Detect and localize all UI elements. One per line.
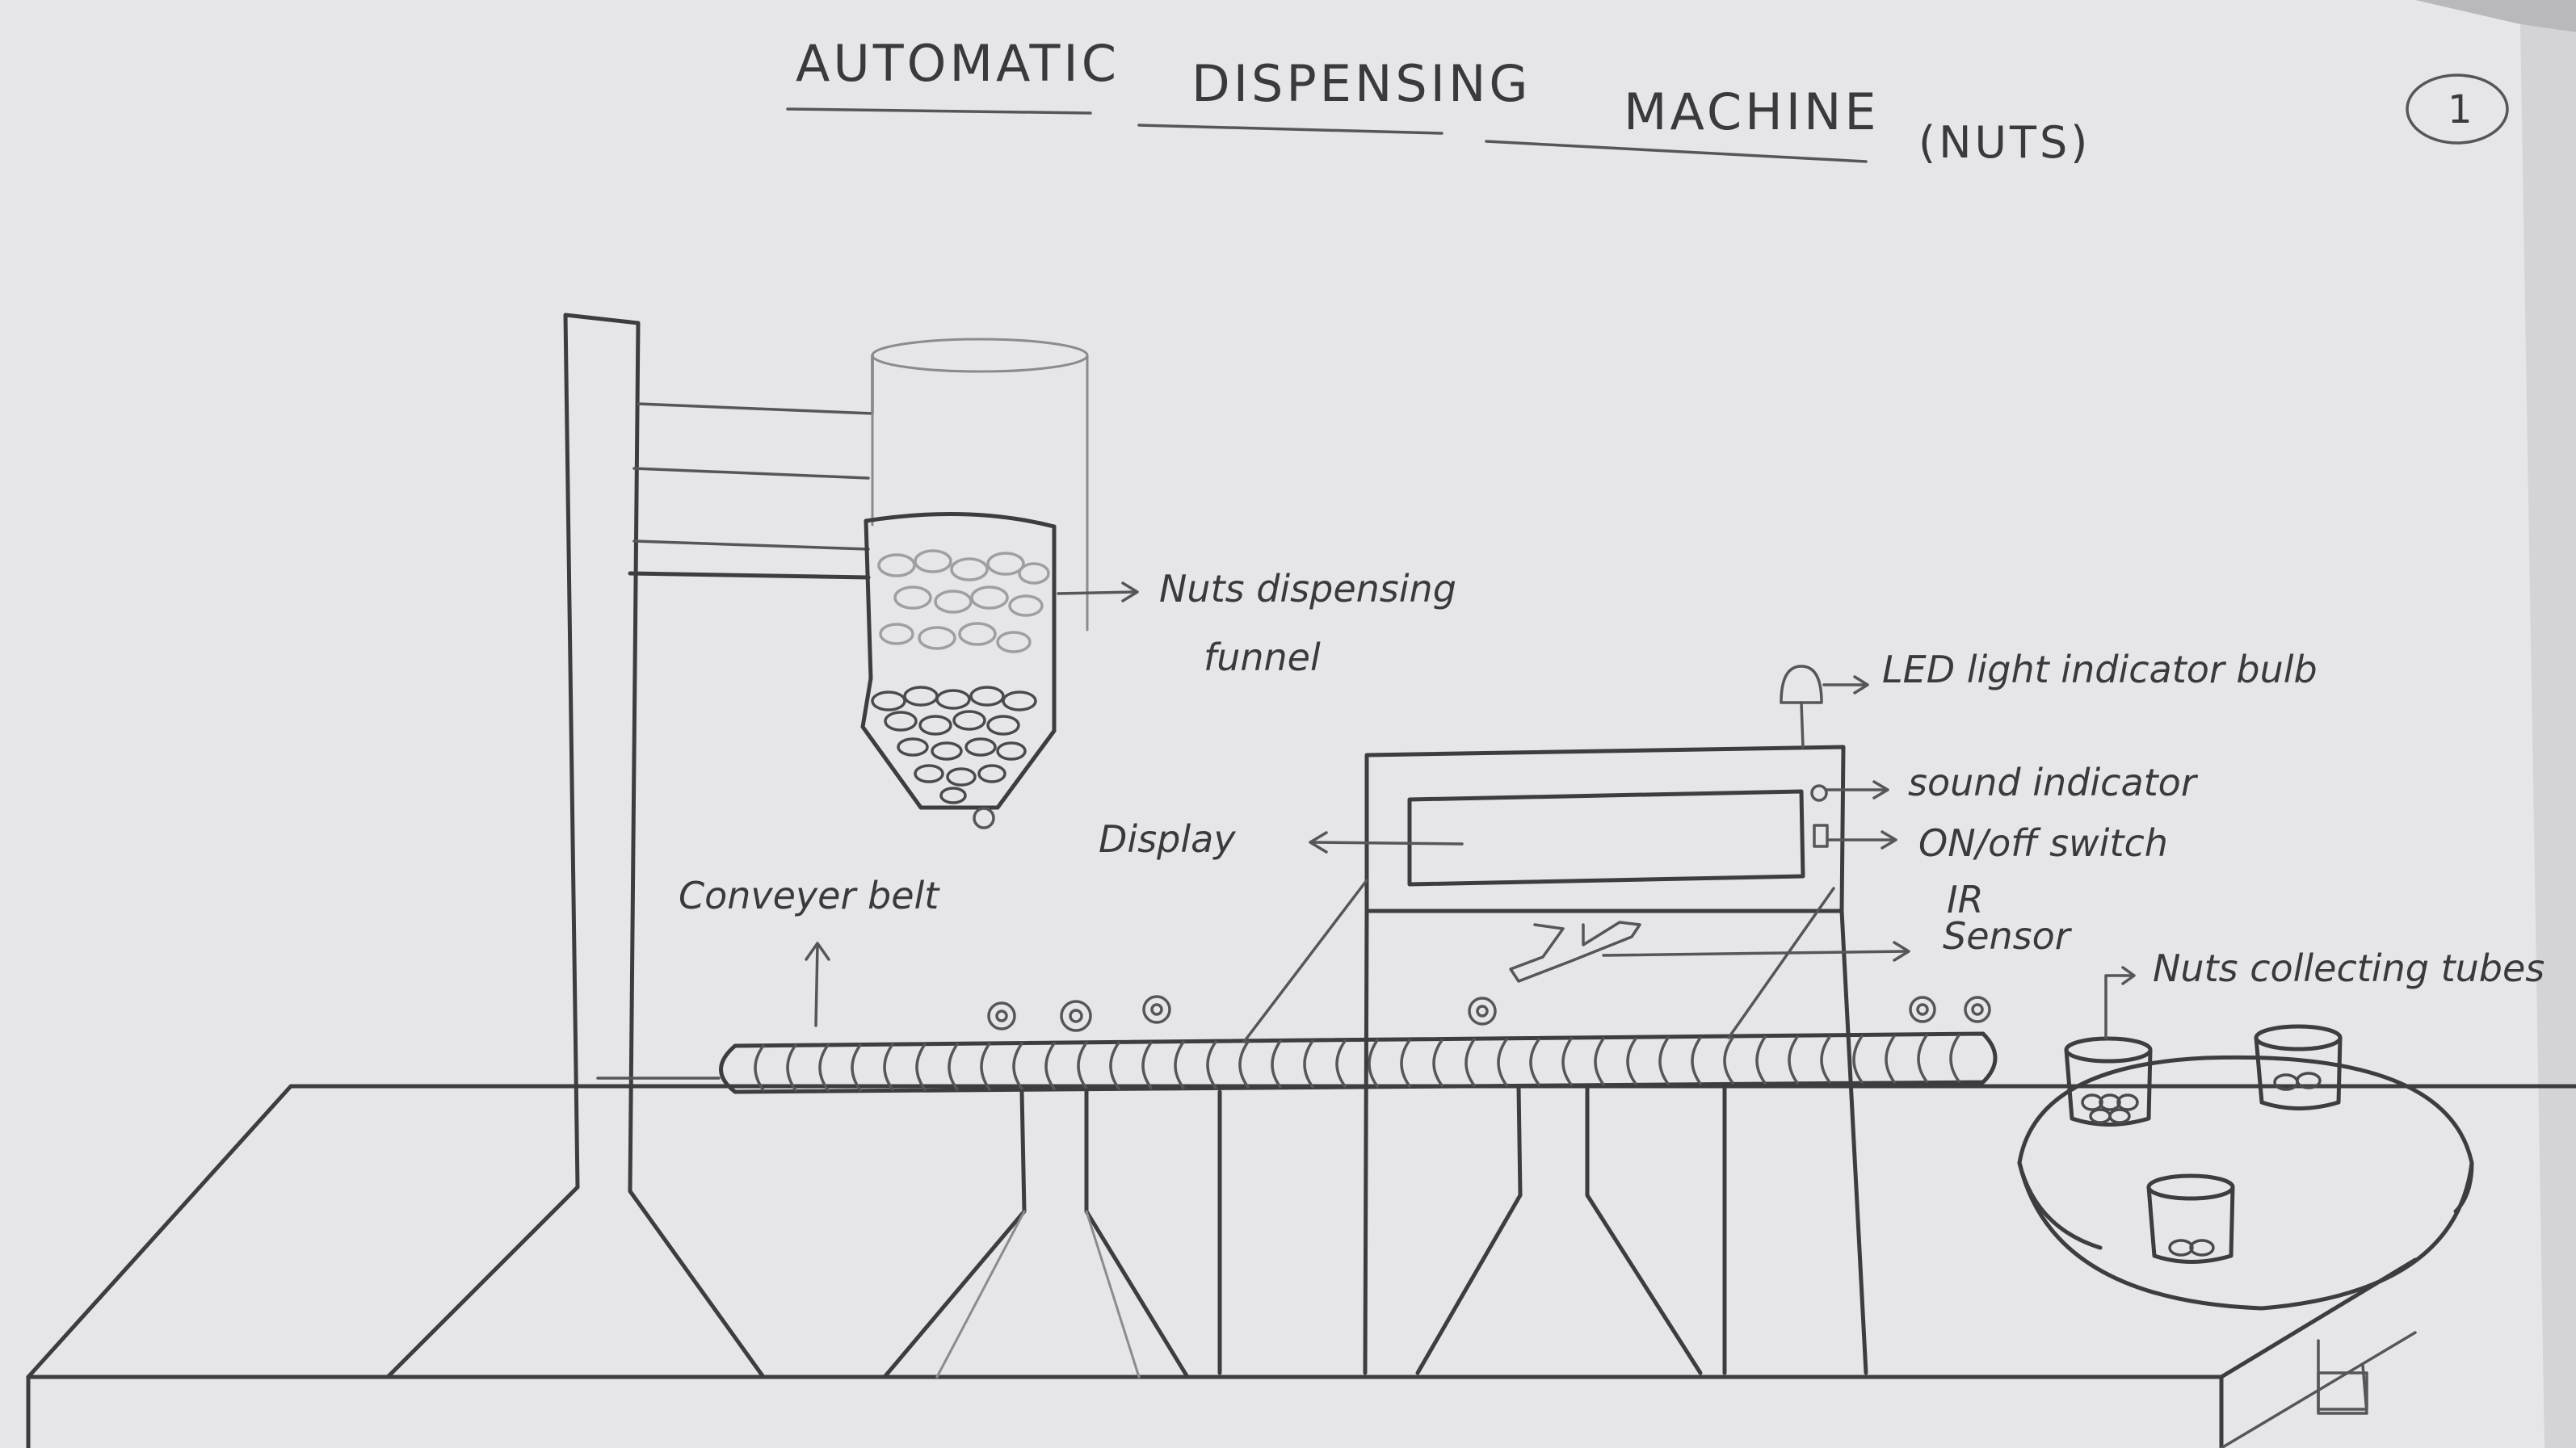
stand-foot-right [628, 1189, 766, 1379]
box-leg-left [1363, 909, 1369, 1375]
sound-label: sound indicator [1908, 761, 2199, 804]
title-word-dispensing: DISPENSING [1191, 54, 1531, 113]
led-bulb [1780, 665, 1823, 704]
belt-support-middle [1415, 1084, 1703, 1375]
paper-edge-shadow [2520, 24, 2576, 1448]
sound-indicator [1810, 784, 1828, 802]
switch-label: ON/off switch [1918, 821, 2168, 865]
funnel-label-line1: Nuts dispensing [1159, 567, 1456, 611]
funnel-body [860, 518, 1057, 810]
tubes-arrow-line [2104, 974, 2134, 1039]
tube-1 [2064, 1036, 2153, 1127]
ir-sensor [1509, 921, 1641, 983]
page-number-text: 1 [2448, 87, 2473, 132]
led-label: LED light indicator bulb [1882, 648, 2318, 691]
led-arrow-head [1853, 675, 1869, 695]
tubes-label: Nuts collecting tubes [2153, 946, 2544, 990]
tubes-annotation: Nuts collecting tubes [2104, 946, 2544, 1039]
box-strut-left [1242, 879, 1368, 1043]
ir-label-line2: Sensor [1943, 914, 2073, 958]
belt-nuts [987, 995, 1991, 1032]
control-unit [1217, 665, 1868, 1375]
belt-segments [754, 1034, 1960, 1092]
display-arrow-line [1311, 841, 1464, 846]
belt-support-left [882, 1088, 1190, 1379]
page-number-circle [2406, 73, 2509, 145]
table-motor [2317, 1371, 2368, 1411]
tube-2 [2254, 1024, 2343, 1110]
arm-4 [628, 571, 871, 580]
arm-2 [632, 467, 870, 480]
falling-nut [973, 807, 995, 829]
box-strut-right [1727, 887, 1835, 1039]
page-number: 1 [2406, 73, 2509, 145]
ir-arrow-head [1893, 941, 1910, 962]
tubes-arrow-head [2121, 966, 2136, 985]
title-word-machine: MACHINE [1624, 82, 1880, 141]
ir-sensor-annotation: IR Sensor [1602, 878, 2073, 962]
conveyor-label: Conveyer belt [679, 874, 940, 917]
funnel-arrow-line [1057, 590, 1137, 595]
conveyor-belt [719, 995, 1998, 1094]
rotary-table [2017, 1055, 2474, 1415]
display-label: Display [1099, 817, 1236, 861]
conveyor-arrow-line [814, 943, 819, 1027]
title-suffix-nuts: (NUTS) [1918, 117, 2091, 168]
tube-3 [2146, 1173, 2235, 1264]
box-leg-right [1839, 909, 1868, 1375]
funnel-annotation: Nuts dispensing funnel [1057, 567, 1456, 679]
on-off-switch [1813, 824, 1829, 848]
nuts-dispensing-funnel [860, 338, 1089, 829]
display-arrow-head [1309, 831, 1328, 854]
ir-arrow-line [1602, 950, 1908, 957]
sound-arrow-head [1872, 780, 1889, 800]
stand-post [563, 313, 641, 1194]
led-stem [1800, 701, 1805, 749]
nuts-collecting-tubes [2064, 1024, 2343, 1264]
title-word-automatic: AUTOMATIC [796, 34, 1120, 93]
belt-outline [719, 1031, 1998, 1094]
display-annotation: Display [1099, 817, 1464, 861]
funnel-faint-nuts [877, 549, 1050, 653]
funnel-label-line2: funnel [1204, 636, 1321, 679]
arm-3 [632, 539, 870, 551]
table-edge [2017, 1160, 2474, 1250]
display-screen [1407, 789, 1805, 887]
switch-annotation: ON/off switch [1827, 821, 2168, 865]
sound-annotation: sound indicator [1826, 761, 2199, 804]
ir-label-line1: IR [1947, 878, 1984, 921]
conveyor-arrow-head [805, 942, 830, 961]
conveyor-annotation: Conveyer belt [679, 874, 940, 1027]
vertical-stand [385, 313, 766, 1379]
switch-arrow-head [1881, 830, 1897, 850]
funnel-arrow-head [1121, 581, 1139, 602]
led-annotation: LED light indicator bulb [1822, 648, 2318, 695]
title-underline-3 [1485, 140, 1868, 163]
title-underline-1 [786, 107, 1092, 115]
funnel-rim [864, 511, 1057, 529]
funnel-nuts [871, 686, 1037, 804]
title: AUTOMATIC DISPENSING MACHINE (NUTS) [786, 34, 2091, 168]
title-underline-2 [1137, 124, 1443, 135]
stand-foot [385, 1185, 580, 1379]
